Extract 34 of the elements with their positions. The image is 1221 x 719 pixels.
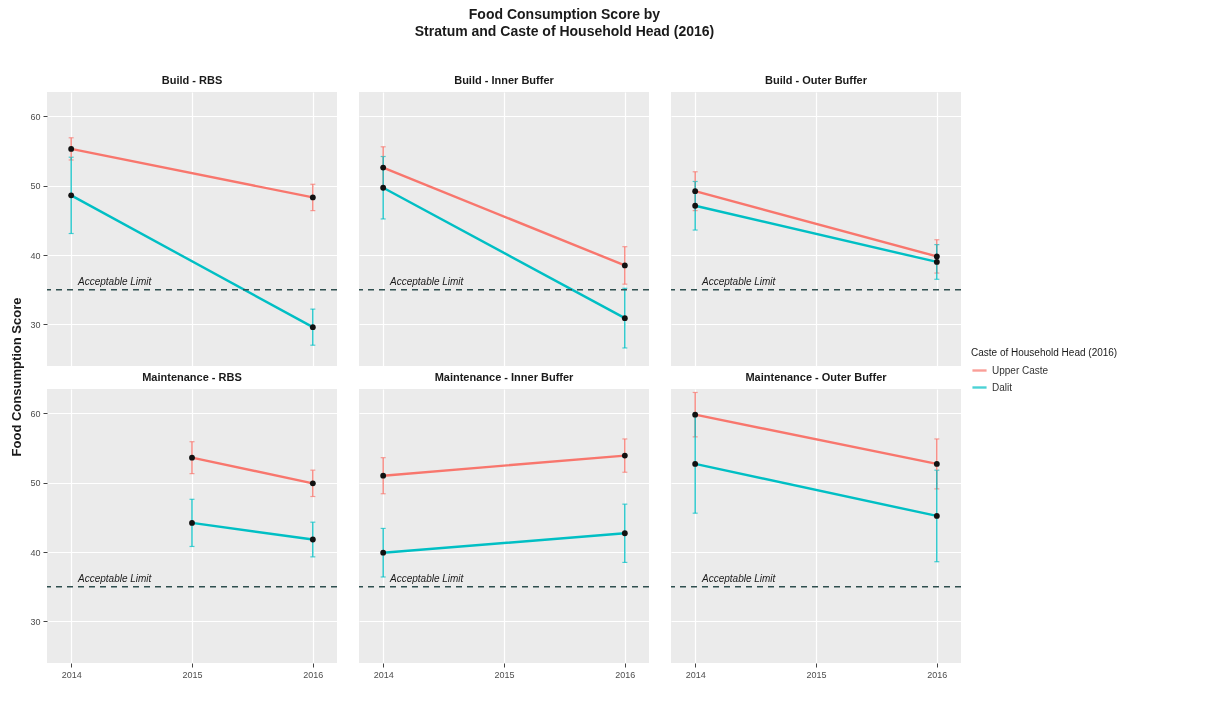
ref-line-label: Acceptable Limit xyxy=(701,275,777,287)
y-tick-label: 40 xyxy=(30,250,41,261)
y-tick-label: 60 xyxy=(30,111,41,122)
chart-title: Maintenance - RBS xyxy=(142,371,242,383)
chart-title: Build - Inner Buffer xyxy=(454,74,555,86)
ref-line-label: Acceptable Limit xyxy=(77,275,153,287)
x-tick-label: 2016 xyxy=(303,669,324,680)
x-tick-label: 2014 xyxy=(685,669,706,680)
x-tick-label: 2014 xyxy=(61,669,82,680)
x-tick-label: 2014 xyxy=(373,669,394,680)
x-tick-label: 2016 xyxy=(615,669,636,680)
y-tick-label: 40 xyxy=(30,547,41,558)
chart-title: Build - Outer Buffer xyxy=(764,74,868,86)
text: Food Consumption Score by Stratum and Caste of Household Head (2016) xyxy=(414,6,715,39)
x-tick-label: 2015 xyxy=(806,669,827,680)
x-tick-label: 2015 xyxy=(182,669,203,680)
ref-line-label: Acceptable Limit xyxy=(389,572,465,584)
x-tick-label: 2015 xyxy=(494,669,515,680)
y-tick-label: 50 xyxy=(30,478,41,489)
ref-line-label: Acceptable Limit xyxy=(77,572,153,584)
ref-line-label: Acceptable Limit xyxy=(701,572,777,584)
ref-line-label: Acceptable Limit xyxy=(389,275,465,287)
x-tick-label: 2016 xyxy=(927,669,948,680)
y-tick-label: 30 xyxy=(30,616,41,627)
y-tick-label: 30 xyxy=(30,319,41,330)
chart-title: Maintenance - Outer Buffer xyxy=(745,371,888,383)
legend-label: Dalit xyxy=(992,381,1013,393)
y-axis-title: Food Consumption Score xyxy=(8,297,24,457)
chart-title: Maintenance - Inner Buffer xyxy=(434,371,575,383)
y-tick-label: 50 xyxy=(30,181,41,192)
legend-title: Caste of Household Head (2016) xyxy=(971,347,1118,358)
legend-label: Upper Caste xyxy=(992,364,1049,376)
y-tick-label: 60 xyxy=(30,408,41,419)
chart-title: Build - RBS xyxy=(161,74,223,86)
